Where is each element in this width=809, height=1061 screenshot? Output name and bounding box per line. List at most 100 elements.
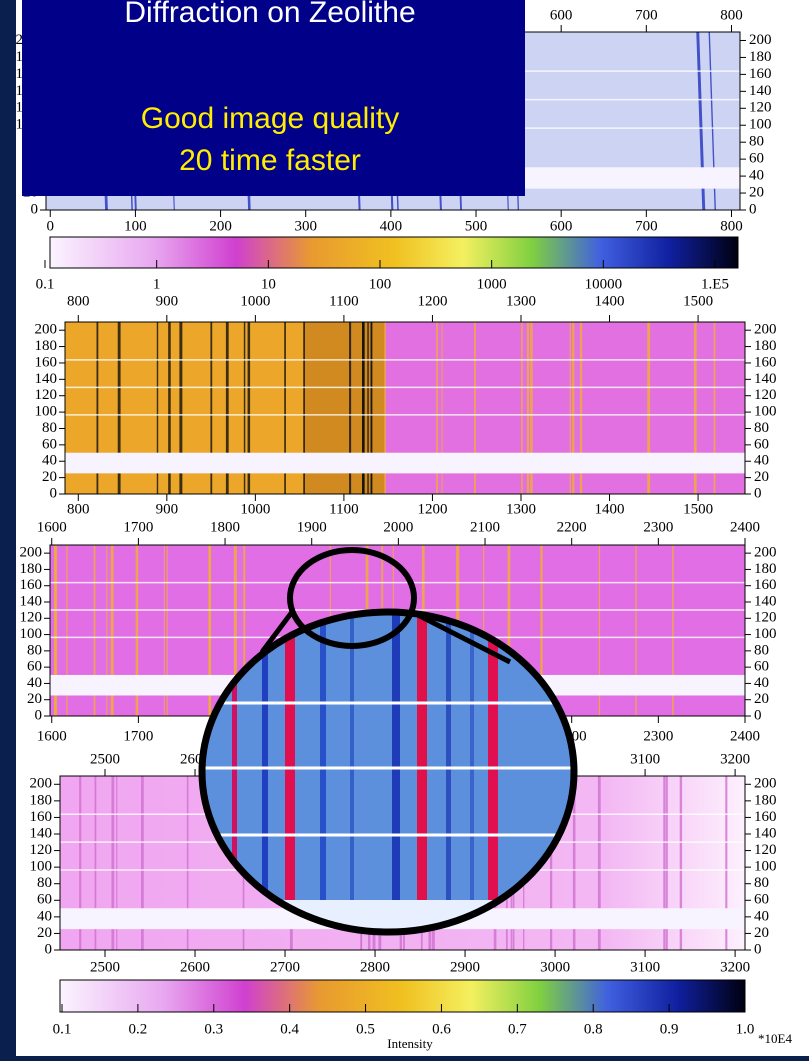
y-tick-label: 0 xyxy=(50,485,58,501)
x-tick-label: 2400 xyxy=(730,728,760,744)
magnified-line xyxy=(285,612,295,932)
y-tick-label: 100 xyxy=(754,404,777,420)
x-tick-label: 900 xyxy=(156,293,179,309)
y-tick-label: 60 xyxy=(27,659,42,675)
y-tick-label: 120 xyxy=(749,100,772,116)
colorbar xyxy=(59,979,746,1013)
y-tick-label: 160 xyxy=(754,809,777,825)
y-tick-label: 60 xyxy=(37,892,52,908)
x-tick-label: 1100 xyxy=(329,293,358,309)
colorbar-tick-label: 0.6 xyxy=(432,1021,451,1037)
x-tick-label: 2800 xyxy=(360,959,390,975)
x-tick-label: 1500 xyxy=(683,501,713,517)
colorbar-tick-label: 0.5 xyxy=(356,1021,375,1037)
x-tick-label: 1400 xyxy=(595,293,625,309)
x-tick-label: 700 xyxy=(635,7,658,23)
source-outline xyxy=(287,547,417,649)
y-tick-label: 180 xyxy=(749,49,772,65)
x-tick-label: 2600 xyxy=(180,959,210,975)
y-tick-label: 80 xyxy=(27,642,42,658)
title-box-bg xyxy=(22,0,525,196)
y-tick-label: 140 xyxy=(749,83,772,99)
y-tick-label: 100 xyxy=(20,626,43,642)
colorbar-tick-label: 1 xyxy=(153,276,161,292)
x-tick-label: 2200 xyxy=(557,519,587,535)
x-tick-label: 1000 xyxy=(240,293,270,309)
y-tick-label: 200 xyxy=(20,545,43,561)
x-tick-label: 800 xyxy=(67,293,90,309)
y-tick-label: 200 xyxy=(30,776,53,792)
magnified-line xyxy=(350,612,354,932)
x-tick-label: 2500 xyxy=(90,959,120,975)
x-tick-label: 1600 xyxy=(37,728,67,744)
colorbar-tick-label: 0.4 xyxy=(280,1021,299,1037)
y-tick-label: 40 xyxy=(749,168,764,184)
detector-gap xyxy=(65,452,745,474)
colorbar-tick-label: 0.9 xyxy=(660,1021,679,1037)
x-tick-label: 200 xyxy=(209,218,232,234)
x-tick-label: 2900 xyxy=(450,959,480,975)
y-tick-label: 0 xyxy=(31,201,39,217)
colorbar xyxy=(49,236,739,269)
lens-connector xyxy=(410,609,512,665)
x-tick-label: 1100 xyxy=(329,501,358,517)
magnified-line xyxy=(262,612,268,932)
x-tick-label: 600 xyxy=(550,218,573,234)
y-tick-label: 60 xyxy=(42,436,57,452)
y-tick-label: 160 xyxy=(754,354,777,370)
magnified-line xyxy=(320,612,326,932)
x-tick-label: 1300 xyxy=(506,501,536,517)
colorbar-tick-label: 0.7 xyxy=(508,1021,527,1037)
colorbar-tick-label: 1.0 xyxy=(736,1021,755,1037)
y-tick-label: 20 xyxy=(754,691,769,707)
x-tick-label: 3100 xyxy=(630,751,660,767)
y-tick-label: 200 xyxy=(35,322,58,338)
colorbar-tick-label: 0.2 xyxy=(129,1021,148,1037)
colorbar-tick-label: 100 xyxy=(369,276,392,292)
y-tick-label: 100 xyxy=(30,859,53,875)
y-tick-label: 160 xyxy=(20,577,43,593)
lens-connector xyxy=(260,610,294,654)
y-tick-label: 160 xyxy=(749,66,772,82)
colorbar-tick-label: 1000 xyxy=(477,276,507,292)
lens-outline xyxy=(198,608,578,936)
x-tick-label: 1700 xyxy=(123,728,153,744)
y-tick-label: 20 xyxy=(749,184,764,200)
x-tick-label: 2300 xyxy=(643,728,673,744)
magnified-line xyxy=(232,612,237,932)
y-tick-label: 40 xyxy=(754,453,769,469)
y-tick-label: 100 xyxy=(749,117,772,133)
x-tick-label: 1900 xyxy=(297,519,327,535)
y-tick-label: 40 xyxy=(754,675,769,691)
magnified-line xyxy=(470,612,474,932)
y-tick-label: 140 xyxy=(30,825,53,841)
x-tick-label: 1000 xyxy=(240,501,270,517)
colorbar-tick-label: 0.3 xyxy=(204,1021,223,1037)
x-tick-label: 2400 xyxy=(730,519,760,535)
slide-title: Diffraction on Zeolithe xyxy=(124,0,415,29)
y-tick-label: 180 xyxy=(35,338,58,354)
x-tick-label: 2100 xyxy=(470,519,500,535)
colorbar-tick-label: 10000 xyxy=(585,276,623,292)
y-tick-label: 200 xyxy=(754,322,777,338)
x-tick-label: 1800 xyxy=(210,519,240,535)
y-tick-label: 180 xyxy=(754,561,777,577)
y-tick-label: 0 xyxy=(754,485,762,501)
y-tick-label: 0 xyxy=(45,941,53,957)
y-tick-label: 180 xyxy=(754,338,777,354)
y-tick-label: 120 xyxy=(30,842,53,858)
y-tick-label: 180 xyxy=(20,561,43,577)
magnified-line xyxy=(392,612,400,932)
y-tick-label: 20 xyxy=(37,925,52,941)
y-tick-label: 160 xyxy=(30,809,53,825)
x-tick-label: 2000 xyxy=(383,519,413,535)
subtitle-line: Good image quality xyxy=(141,102,400,135)
subtitle-line: 20 time faster xyxy=(179,144,361,177)
y-tick-label: 40 xyxy=(37,908,52,924)
magnified-line xyxy=(488,612,498,932)
y-tick-label: 60 xyxy=(754,436,769,452)
x-tick-label: 3200 xyxy=(720,751,750,767)
colorbar-multiplier: *10E4 xyxy=(758,1031,792,1046)
x-tick-label: 800 xyxy=(720,7,743,23)
